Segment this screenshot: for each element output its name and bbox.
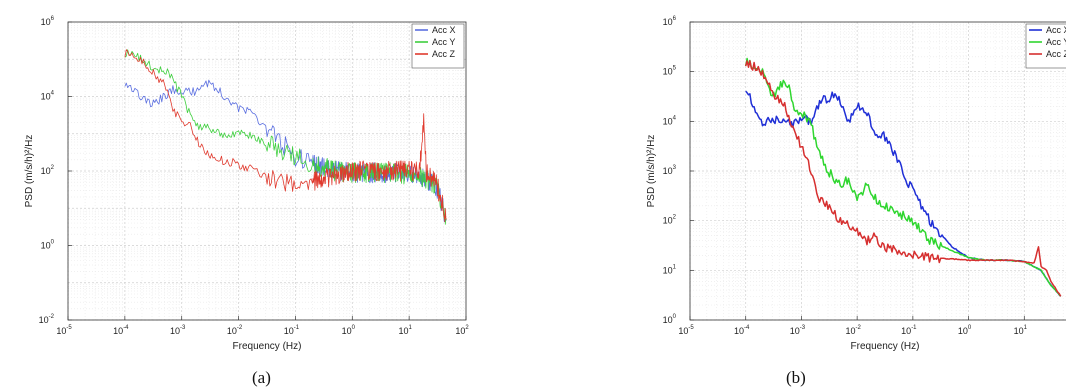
y-tick-label: 106	[663, 16, 677, 27]
y-tick-label: 100	[663, 314, 677, 325]
legend: Acc X Acc Y Acc Z	[1025, 23, 1066, 69]
x-tick-label: 10-3	[170, 325, 186, 336]
x-tick-label: 10-3	[790, 325, 806, 336]
x-tick-label: 102	[455, 325, 469, 336]
x-tick-label: 101	[398, 325, 412, 336]
legend-entry: Acc X	[1046, 25, 1066, 35]
x-tick-label: 101	[1014, 325, 1028, 336]
y-tick-label: 101	[663, 264, 677, 275]
legend-box	[1025, 23, 1066, 69]
series-line-acc-z	[744, 60, 1062, 297]
legend-entry: Acc Y	[432, 37, 455, 47]
x-tick-label: 10-5	[678, 325, 694, 336]
grid	[67, 22, 466, 321]
series-line-acc-z	[124, 49, 447, 223]
x-axis-label: Frequency (Hz)	[851, 341, 920, 352]
x-tick-label: 10-2	[227, 325, 243, 336]
y-tick-label: 102	[663, 215, 677, 226]
legend-entry: Acc Y	[1046, 37, 1066, 47]
series-group	[744, 57, 1062, 297]
x-tick-label: 10-2	[845, 325, 861, 336]
legend-entry: Acc X	[432, 25, 456, 35]
panel-caption-a: (a)	[252, 368, 271, 387]
chart-panel-a: 10-5 10-4 10-3 10-2 10-1 100 101 102 10-2 100 102 1…	[24, 16, 469, 352]
y-tick-label: 100	[41, 240, 55, 251]
y-tick-label: 104	[41, 91, 55, 102]
panel-caption-b: (b)	[786, 368, 806, 387]
x-tick-label: 10-4	[113, 325, 129, 336]
x-tick-label: 10-4	[734, 325, 750, 336]
legend-entry: Acc Z	[1046, 49, 1066, 59]
x-tick-label: 10-1	[901, 325, 917, 336]
x-tick-label: 100	[958, 325, 972, 336]
legend-entry: Acc Z	[432, 49, 456, 59]
x-tick-label: 100	[342, 325, 356, 336]
legend-box	[411, 23, 465, 69]
chart-panel-b: 10-510-410-310-210-110010110210010110210…	[646, 16, 1066, 352]
series-group	[124, 49, 447, 225]
y-tick-label: 10-2	[39, 314, 55, 325]
x-tick-label: 10-1	[284, 325, 300, 336]
x-axis-label: Frequency (Hz)	[233, 341, 302, 352]
legend: Acc X Acc Y Acc Z	[411, 23, 465, 69]
y-tick-label: 106	[41, 16, 55, 27]
y-tick-label: 103	[663, 165, 677, 176]
y-axis-label: PSD (m/s/h)²/Hz	[24, 135, 35, 208]
y-tick-label: 104	[663, 115, 677, 126]
y-tick-label: 105	[663, 66, 677, 77]
y-axis-label: PSD (m/s/h)²/Hz	[646, 135, 657, 208]
y-tick-label: 102	[41, 165, 55, 176]
x-tick-label: 10-5	[56, 325, 72, 336]
